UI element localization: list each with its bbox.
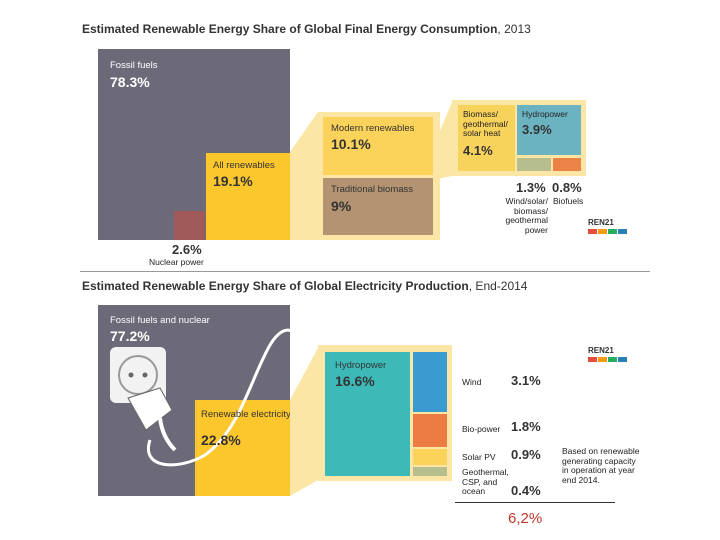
chart1-title: Estimated Renewable Energy Share of Glob… (82, 22, 531, 36)
bio-power-block (413, 414, 447, 447)
renewable-electricity-value: 22.8% (201, 432, 241, 448)
modern-renewables-block (323, 117, 433, 175)
logo-color-bars-2 (588, 355, 628, 364)
fossil-nuclear-value: 77.2% (110, 328, 150, 344)
chart2-title: Estimated Renewable Energy Share of Glob… (82, 279, 528, 293)
traditional-biomass-block (323, 178, 433, 235)
solar-pv-label: Solar PV (462, 452, 496, 462)
biomass-heat-block (458, 105, 515, 171)
fossil-fuels-value: 78.3% (110, 74, 150, 90)
bio-power-label: Bio-power (462, 424, 501, 434)
all-renewables-label: All renewables (213, 160, 275, 171)
biofuels-block (553, 158, 581, 171)
renewable-electricity-block (195, 400, 290, 496)
all-renewables-value: 19.1% (213, 173, 253, 189)
ren21-logo-top: REN21 (588, 218, 628, 236)
hydropower-label: Hydropower (522, 109, 568, 119)
section-divider (80, 271, 650, 272)
biomass-heat-value: 4.1% (463, 143, 493, 158)
geothermal-block (413, 467, 447, 476)
wind-solar-value: 1.3% (516, 180, 546, 195)
biomass-heat-label: Biomass/ geothermal/ solar heat (463, 109, 508, 138)
wind-label: Wind (462, 377, 482, 387)
fossil-fuels-label: Fossil fuels (110, 60, 158, 71)
solar-pv-block (413, 449, 447, 465)
modern-renewables-label: Modern renewables (331, 123, 415, 134)
hydropower-block (517, 105, 581, 155)
renewable-electricity-label: Renewable electricity (201, 409, 291, 420)
geothermal-label: Geothermal, CSP, and ocean (462, 467, 509, 496)
modern-renewables-value: 10.1% (331, 136, 371, 152)
wind-block (413, 352, 447, 412)
ren21-logo-bottom: REN21 (588, 346, 628, 364)
nuclear-value: 2.6% (172, 242, 202, 257)
wind-value: 3.1% (511, 373, 541, 388)
hydropower-elec-value: 16.6% (335, 373, 375, 389)
fossil-nuclear-label: Fossil fuels and nuclear (110, 315, 210, 326)
hydropower-elec-block (325, 352, 410, 476)
highlight-value: 6,2% (508, 510, 543, 527)
logo-color-bars (588, 227, 628, 236)
solar-pv-value: 0.9% (511, 447, 541, 462)
hydropower-elec-label: Hydropower (335, 360, 387, 371)
biofuels-value: 0.8% (552, 180, 582, 195)
traditional-biomass-label: Traditional biomass (331, 184, 414, 195)
geothermal-value: 0.4% (511, 483, 541, 498)
hydropower-value: 3.9% (522, 122, 552, 137)
all-renewables-block (206, 153, 290, 240)
traditional-biomass-value: 9% (331, 198, 352, 214)
bottom-underline (455, 502, 615, 503)
capacity-note: Based on renewable generating capacity i… (562, 446, 640, 485)
wind-solar-block (517, 158, 551, 171)
nuclear-block (174, 211, 205, 240)
bio-power-value: 1.8% (511, 419, 541, 434)
wind-solar-label: Wind/solar/ biomass/ geothermal power (505, 196, 548, 235)
biofuels-label: Biofuels (553, 196, 584, 206)
nuclear-label: Nuclear power (149, 257, 204, 267)
